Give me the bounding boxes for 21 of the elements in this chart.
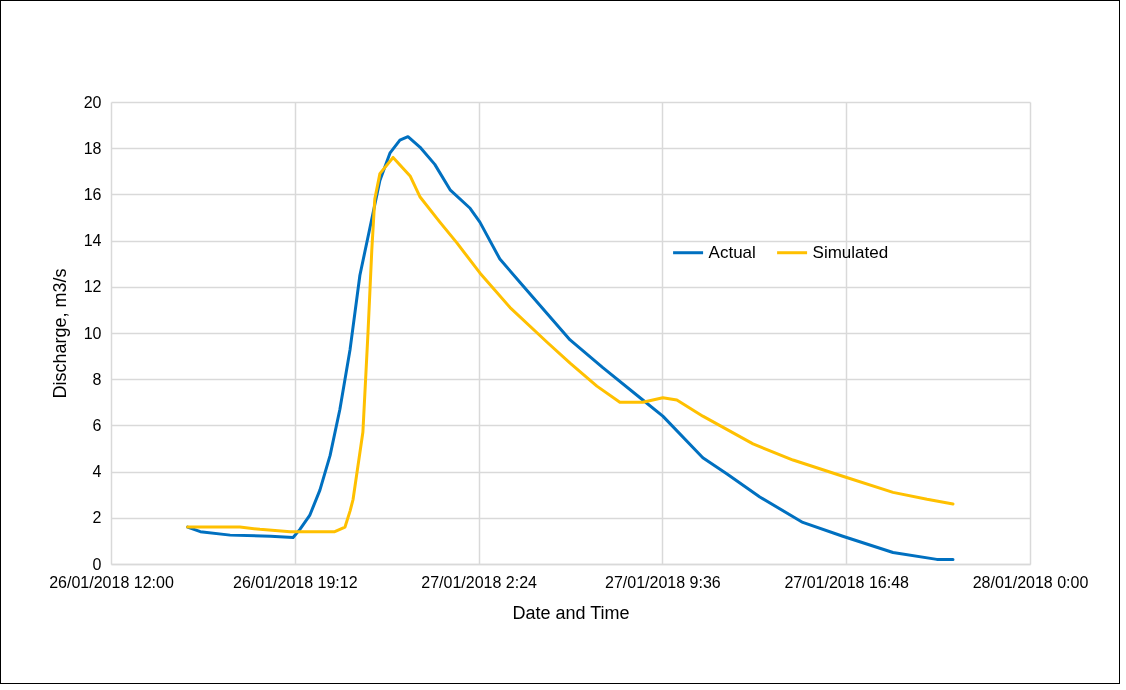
y-tick-label: 20 [83,93,102,111]
x-tick-label: 27/01/2018 2:24 [421,573,538,591]
x-tick-label: 27/01/2018 16:48 [784,573,910,591]
y-tick-label: 4 [92,463,102,481]
y-axis-title: Discharge, m3/s [49,268,70,399]
y-tick-label: 16 [83,185,102,203]
y-tick-label: 0 [92,555,102,573]
x-tick-label: 26/01/2018 19:12 [233,573,358,591]
y-tick-label: 10 [83,324,102,342]
x-tick-label: 28/01/2018 0:00 [972,573,1089,591]
legend-label: Simulated [812,242,889,262]
y-tick-label: 14 [83,232,102,250]
y-tick-label: 8 [92,370,102,388]
legend-label: Actual [708,242,756,262]
y-tick-label: 6 [92,416,102,434]
x-tick-label: 26/01/2018 12:00 [49,573,174,591]
y-tick-label: 2 [92,509,102,527]
x-axis-title: Date and Time [512,602,630,623]
y-tick-label: 18 [83,139,102,157]
y-tick-label: 12 [83,278,102,296]
x-tick-label: 27/01/2018 9:36 [605,573,721,591]
